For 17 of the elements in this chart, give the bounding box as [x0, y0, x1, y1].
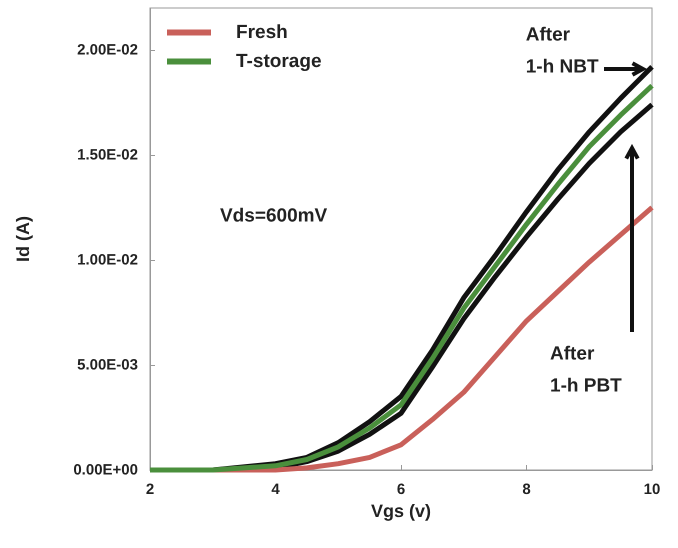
legend-label: T-storage [236, 51, 322, 72]
y-tick-label: 1.50E-02 [77, 146, 138, 164]
y-tick-label: 5.00E-03 [77, 356, 138, 374]
x-tick-label: 2 [146, 481, 154, 498]
x-tick-label: 4 [271, 481, 280, 498]
y-tick-label: 2.00E-02 [77, 42, 138, 58]
legend-label: Fresh [236, 22, 288, 43]
y-axis-title: Id (A) [13, 216, 33, 262]
x-tick-label: 8 [522, 481, 531, 498]
y-tick-label: 1.00E-02 [77, 252, 138, 268]
x-axis-title: Vgs (v) [370, 500, 432, 521]
y-tick-label: 0.00E+00 [73, 462, 138, 478]
annotation: After 1-h NBT [526, 24, 599, 78]
annotation: After 1-h PBT [550, 344, 622, 396]
annotation: Vds=600mV [220, 206, 328, 226]
x-tick-label: 10 [644, 481, 660, 498]
x-tick-label: 6 [396, 481, 406, 498]
